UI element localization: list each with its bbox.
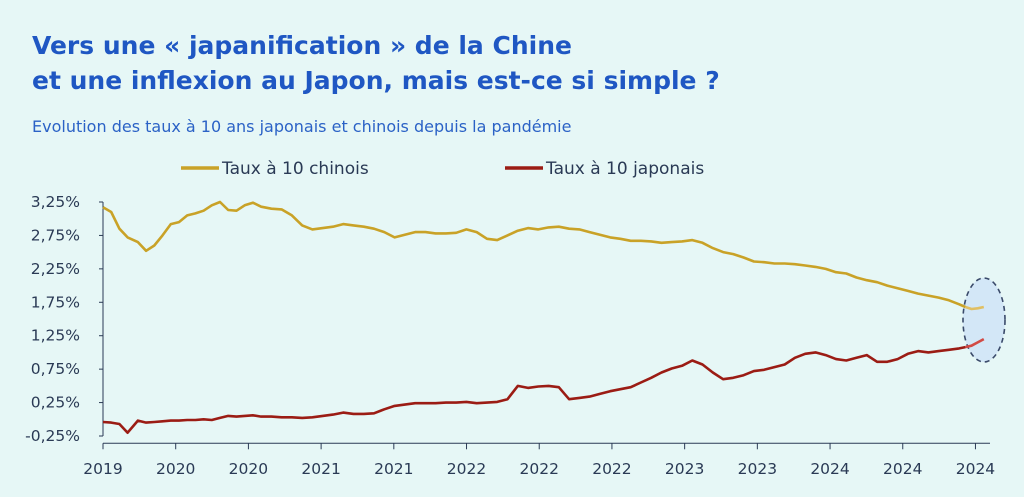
series-line-china — [102, 200, 966, 309]
x-tick-label: 2024 — [883, 460, 922, 478]
y-tick-label: 3,25% — [31, 193, 80, 211]
title-line-2: et une inflexion au Japon, mais est-ce s… — [32, 66, 720, 95]
x-tick-label: 2022 — [520, 460, 559, 478]
highlight-ellipse — [962, 277, 1006, 363]
y-tick-label: 1,75% — [31, 293, 80, 311]
legend: Taux à 10 chinois Taux à 10 japonais — [181, 159, 704, 179]
x-tick-label: 2020 — [156, 460, 195, 478]
x-axis: 2019 2020 2020 2021 2021 2022 2022 2022 2023 2023… — [83, 442, 995, 478]
series-line-japan-highlight — [965, 337, 985, 349]
title-line-1: Vers une « japanification » de la Chine — [32, 31, 572, 60]
series-layer — [102, 200, 985, 435]
x-tick-label: 2024 — [810, 460, 849, 478]
series-line-china-highlight — [964, 305, 985, 311]
x-tick-label: 2022 — [592, 460, 631, 478]
y-tick-label: 0,25% — [31, 394, 80, 412]
y-tick-label: 2,75% — [31, 226, 80, 244]
y-tick-label: -0,25% — [25, 427, 80, 445]
y-tick-label: 0,75% — [31, 360, 80, 378]
y-axis: 3,25% 2,75% 2,25% 1,75% 1,25% 0,75% 0,25% -0,25… — [25, 193, 104, 445]
x-tick-label: 2023 — [738, 460, 777, 478]
chart-title: Vers une « japanification » de la Chine … — [32, 28, 720, 98]
x-tick-label: 2021 — [301, 460, 340, 478]
x-tick-label: 2024 — [956, 460, 995, 478]
y-tick-label: 1,25% — [31, 327, 80, 345]
series-line-japan — [102, 345, 966, 435]
y-tick-label: 2,25% — [31, 260, 80, 278]
legend-label-japan: Taux à 10 japonais — [545, 159, 704, 179]
x-tick-label: 2022 — [447, 460, 486, 478]
x-tick-label: 2020 — [229, 460, 268, 478]
x-tick-label: 2023 — [665, 460, 704, 478]
x-tick-label: 2021 — [374, 460, 413, 478]
legend-label-china: Taux à 10 chinois — [221, 159, 369, 179]
x-tick-label: 2019 — [83, 460, 122, 478]
chart-subtitle: Evolution des taux à 10 ans japonais et … — [32, 117, 572, 136]
